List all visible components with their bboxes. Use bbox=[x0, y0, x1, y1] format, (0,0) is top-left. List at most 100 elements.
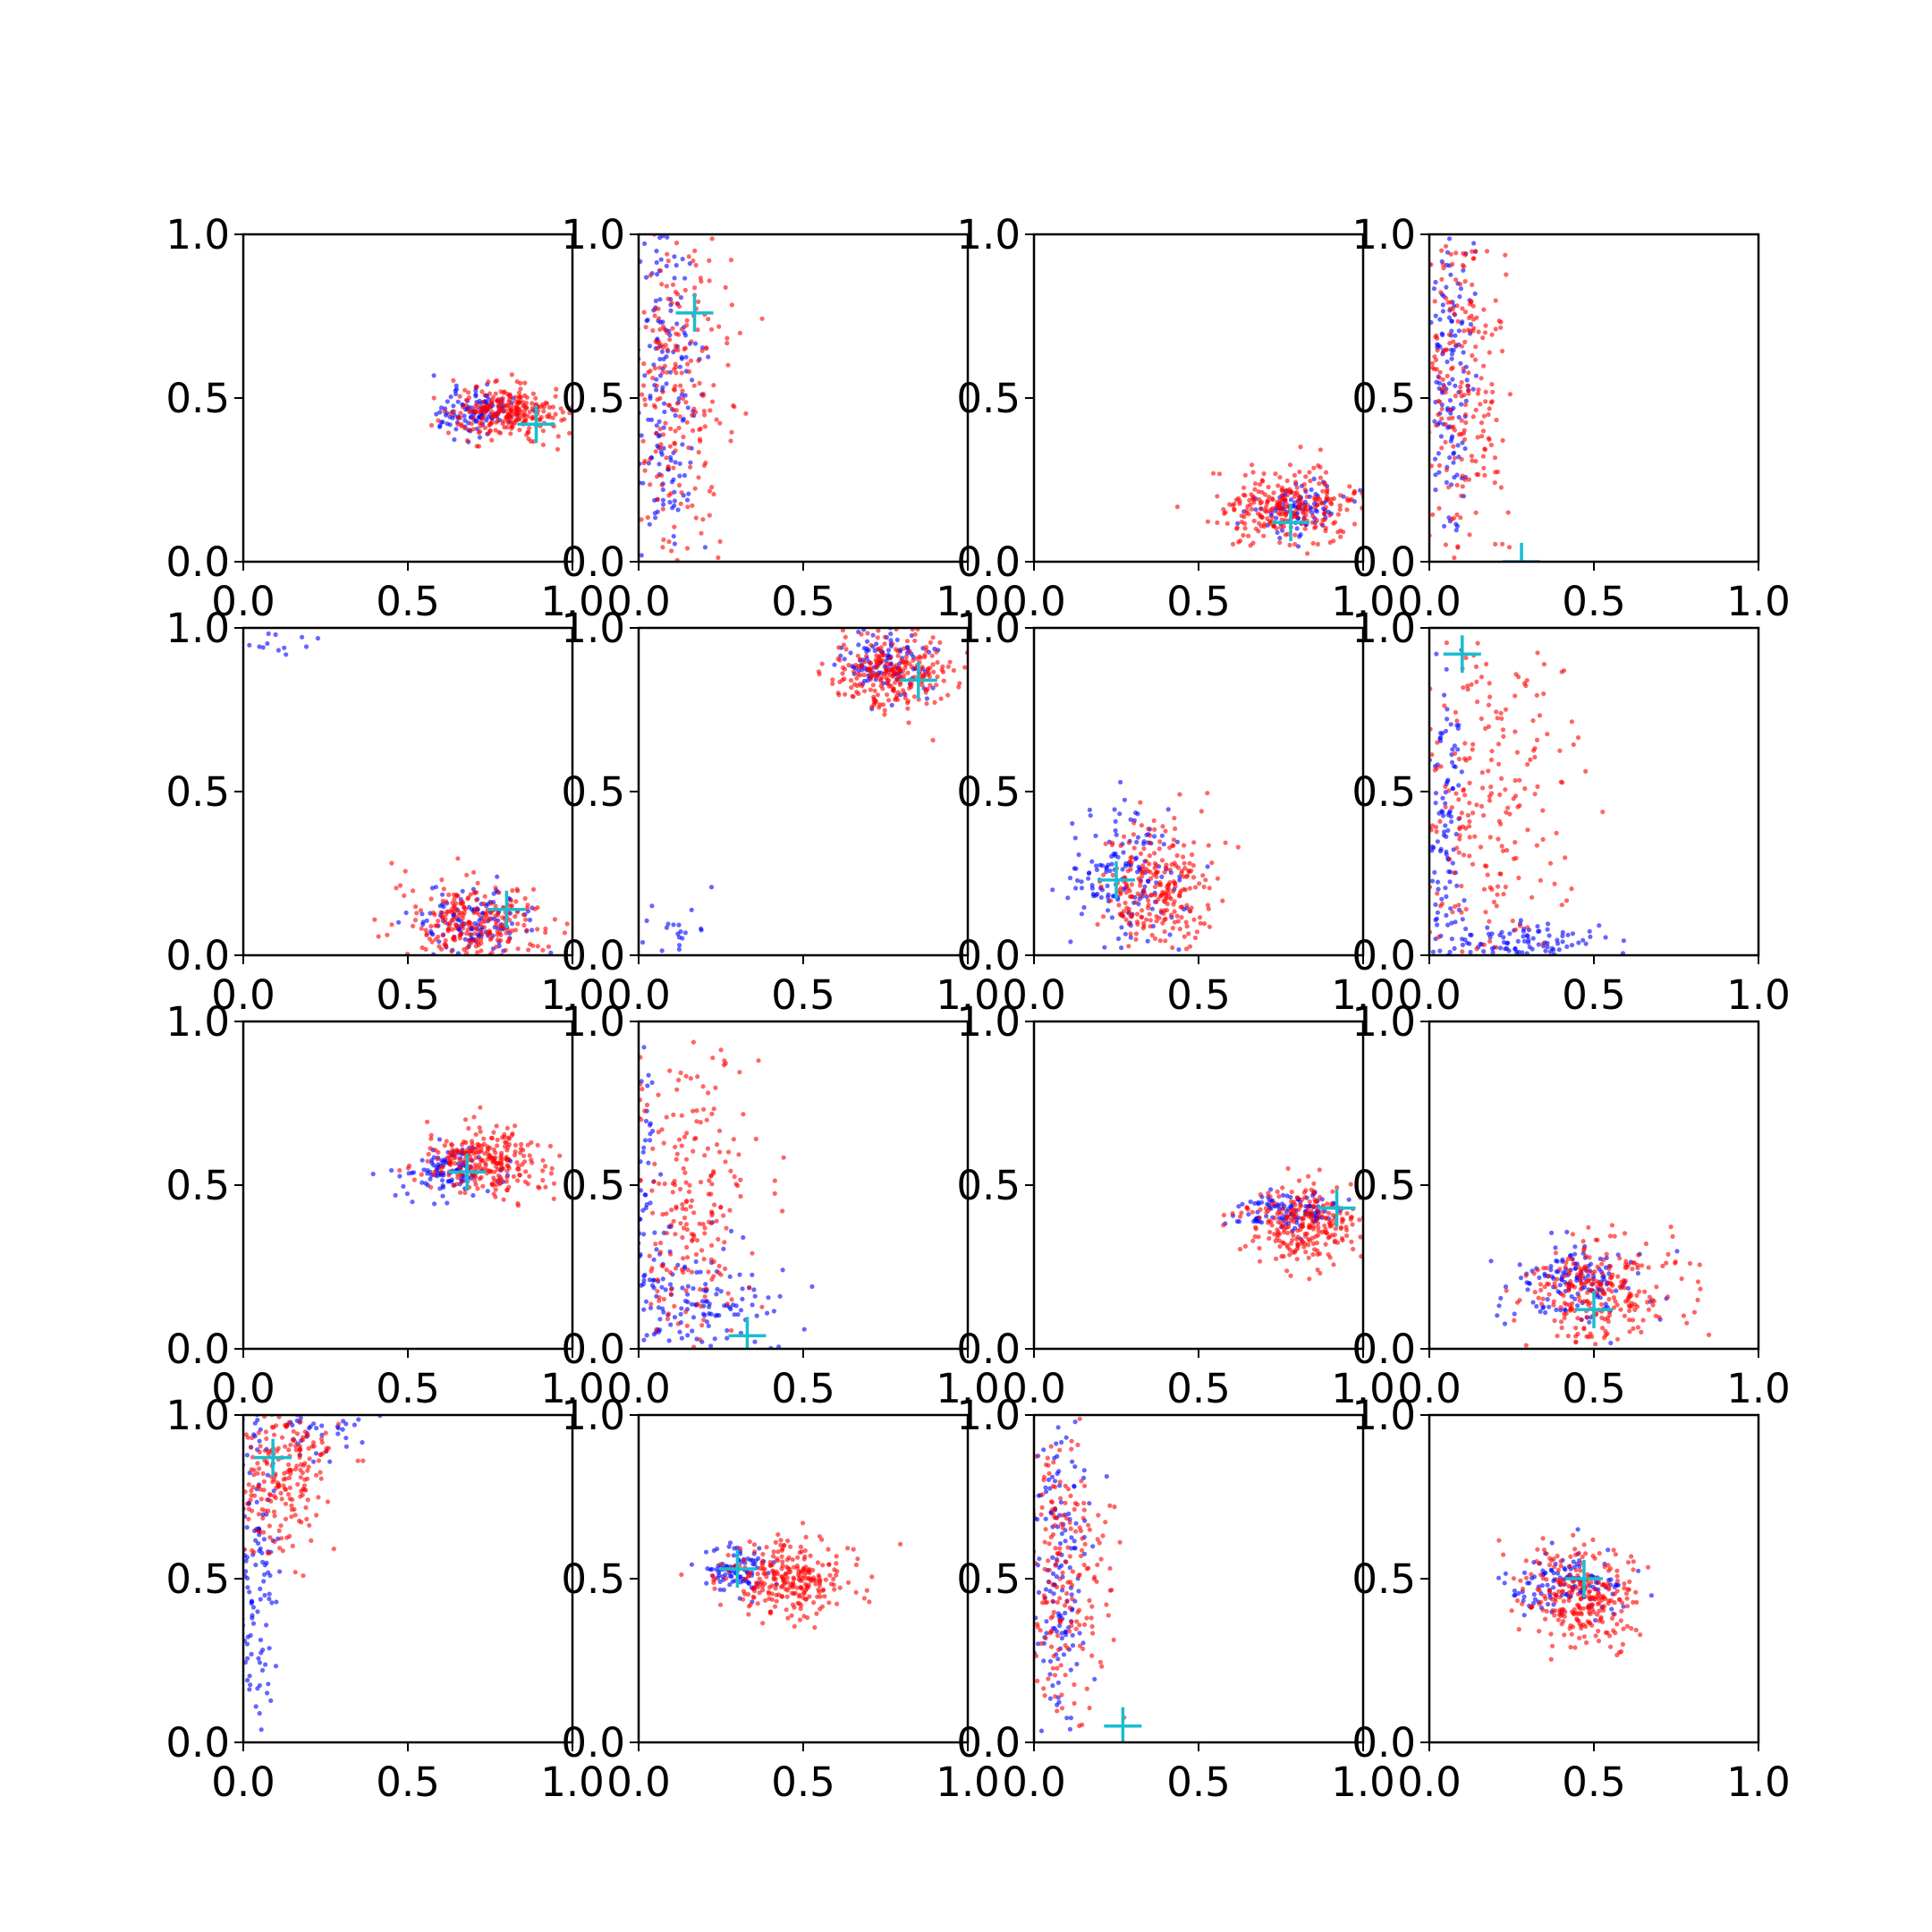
blue-series-point bbox=[1560, 1258, 1565, 1264]
red-series-point bbox=[1486, 436, 1491, 441]
red-series-point bbox=[859, 631, 864, 637]
red-series-point bbox=[1331, 496, 1336, 502]
red-series-point bbox=[699, 1248, 705, 1253]
blue-series-point bbox=[1536, 942, 1541, 947]
red-series-point bbox=[1457, 282, 1463, 287]
blue-series-point bbox=[1463, 398, 1469, 403]
red-series-point bbox=[1460, 484, 1465, 489]
red-series-point bbox=[683, 1157, 690, 1162]
red-series-point bbox=[1141, 846, 1147, 852]
red-series-point bbox=[1443, 390, 1448, 395]
blue-series-point bbox=[660, 497, 666, 503]
blue-series-point bbox=[1526, 1280, 1531, 1286]
red-series-point bbox=[1237, 1246, 1243, 1252]
blue-series-point bbox=[1449, 920, 1454, 926]
red-series-point bbox=[1316, 462, 1321, 469]
red-series-point bbox=[1521, 963, 1525, 968]
red-series-point bbox=[1558, 1305, 1563, 1310]
y-tick-label: 0.5 bbox=[561, 375, 625, 422]
blue-series-point bbox=[644, 1202, 649, 1208]
blue-series-point bbox=[1070, 821, 1075, 826]
red-series-point bbox=[1463, 419, 1469, 426]
red-series-point bbox=[1315, 1248, 1320, 1253]
red-series-point bbox=[1436, 935, 1442, 940]
y-tick-label: 0.0 bbox=[956, 932, 1021, 979]
red-series-point bbox=[1645, 1300, 1650, 1305]
red-series-point bbox=[1485, 872, 1490, 877]
blue-series-point bbox=[1076, 852, 1081, 858]
blue-series-point bbox=[658, 449, 664, 454]
red-series-point bbox=[1566, 1288, 1572, 1293]
blue-series-point bbox=[671, 477, 676, 482]
red-series-point bbox=[1553, 1250, 1558, 1256]
x-tick-label: 0.5 bbox=[376, 1365, 440, 1412]
red-series-point bbox=[1259, 514, 1265, 520]
blue-series-point bbox=[1448, 411, 1453, 416]
red-series-point bbox=[515, 1178, 521, 1183]
red-series-point bbox=[1481, 363, 1487, 369]
blue-series-point bbox=[1456, 328, 1462, 334]
red-series-point bbox=[1467, 801, 1472, 806]
blue-series-point bbox=[1572, 1251, 1578, 1257]
red-series-point bbox=[665, 465, 671, 470]
red-series-point bbox=[885, 692, 890, 698]
red-series-point bbox=[567, 411, 572, 416]
blue-series-point bbox=[430, 932, 436, 937]
red-series-point bbox=[722, 1058, 727, 1063]
red-series-point bbox=[1447, 341, 1453, 346]
red-series-point bbox=[513, 899, 519, 904]
red-series-point bbox=[1483, 389, 1488, 394]
red-series-point bbox=[1310, 540, 1316, 547]
blue-series-point bbox=[453, 391, 459, 397]
red-series-point bbox=[1131, 845, 1137, 851]
blue-series-point bbox=[1445, 827, 1451, 834]
red-series-point bbox=[1277, 540, 1283, 546]
red-series-point bbox=[533, 395, 538, 401]
red-series-point bbox=[547, 1143, 554, 1148]
subplot-r0-c3: 0.00.00.50.51.01.0 bbox=[1352, 211, 1790, 625]
red-series-point bbox=[482, 894, 487, 899]
blue-series-point bbox=[1485, 925, 1490, 930]
red-series-point bbox=[1148, 876, 1154, 881]
red-series-point bbox=[1474, 471, 1479, 478]
red-series-point bbox=[428, 1146, 433, 1151]
red-series-point bbox=[1532, 792, 1538, 797]
red-series-point bbox=[457, 1190, 463, 1195]
red-series-point bbox=[479, 936, 484, 942]
blue-series-point bbox=[1437, 317, 1443, 322]
red-series-point bbox=[881, 671, 887, 676]
red-series-point bbox=[1126, 840, 1131, 845]
red-series-point bbox=[1311, 1181, 1317, 1186]
red-series-point bbox=[940, 664, 945, 669]
red-series-point bbox=[506, 1136, 513, 1141]
red-series-point bbox=[1432, 354, 1437, 360]
blue-series-point bbox=[447, 414, 453, 419]
red-series-point bbox=[1570, 1301, 1575, 1306]
red-series-point bbox=[1459, 884, 1464, 889]
blue-series-point bbox=[1422, 838, 1427, 843]
blue-series-point bbox=[616, 304, 621, 309]
red-series-point bbox=[1618, 1285, 1623, 1291]
red-series-point bbox=[495, 932, 500, 937]
blue-series-point bbox=[303, 644, 309, 649]
red-series-point bbox=[464, 931, 470, 936]
red-series-point bbox=[708, 1191, 714, 1197]
red-series-point bbox=[931, 669, 936, 675]
red-series-point bbox=[504, 1174, 510, 1180]
blue-series-point bbox=[1449, 318, 1454, 324]
red-series-point bbox=[1538, 1282, 1543, 1287]
red-series-point bbox=[665, 251, 670, 257]
red-series-point bbox=[1215, 520, 1220, 526]
red-series-point bbox=[457, 1164, 462, 1169]
y-tick-label: 0.5 bbox=[956, 768, 1021, 816]
red-series-point bbox=[1261, 470, 1267, 477]
blue-series-point bbox=[269, 1600, 275, 1606]
red-series-point bbox=[874, 665, 879, 671]
blue-series-point bbox=[661, 356, 666, 361]
red-series-point bbox=[686, 1189, 692, 1194]
red-series-point bbox=[1530, 718, 1536, 724]
blue-series-point bbox=[1455, 215, 1460, 219]
red-series-point bbox=[447, 923, 453, 928]
blue-series-point bbox=[655, 272, 660, 277]
red-series-point bbox=[525, 1182, 530, 1187]
